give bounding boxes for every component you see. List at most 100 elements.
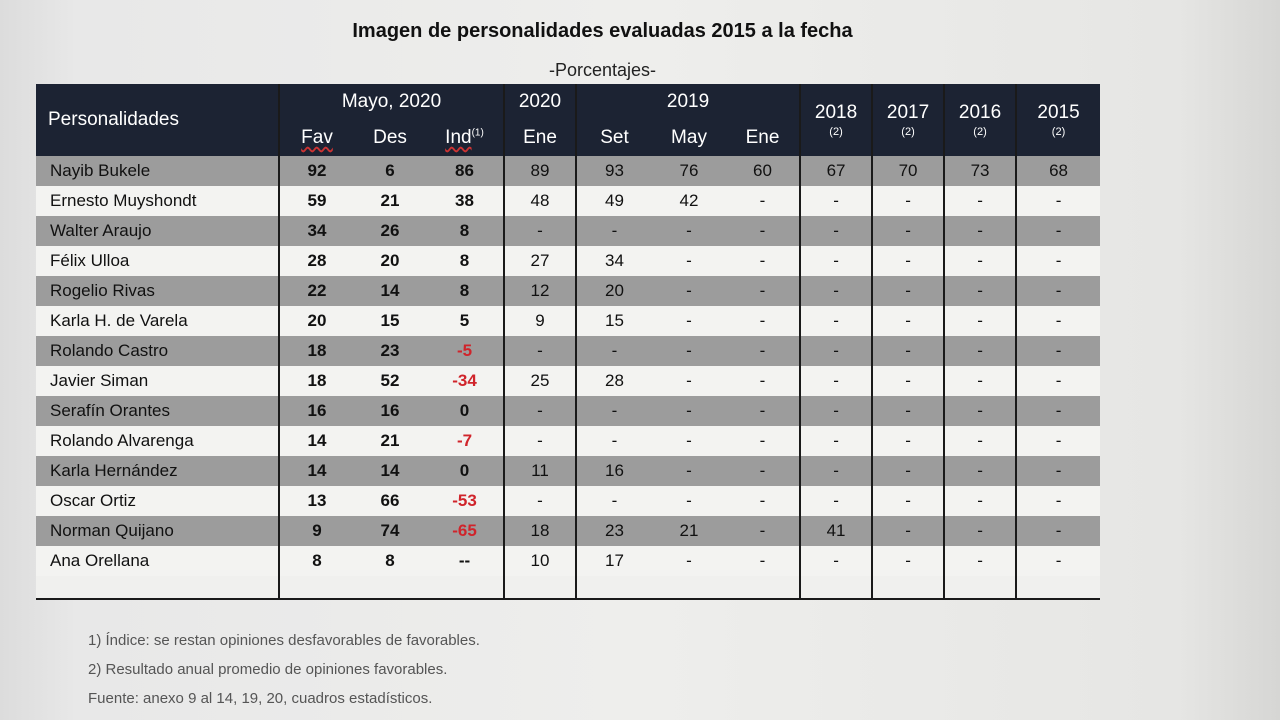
cell-ind: 0 (426, 456, 505, 486)
cell-name: Nayib Bukele (36, 156, 280, 186)
header-year-2015: 2015 (2) (1016, 84, 1101, 156)
header-year-2016: 2016 (2) (944, 84, 1018, 156)
cell-2017: - (872, 276, 946, 306)
header-ind-sup: (1) (471, 127, 484, 139)
cell-2018: - (800, 186, 874, 216)
cell-2016: - (944, 396, 1018, 426)
cell-set-2019: - (576, 426, 652, 456)
cell-ene-2020: - (504, 216, 577, 246)
cell-2016: - (944, 306, 1018, 336)
cell-2017: - (872, 456, 946, 486)
cell-des: 20 (354, 246, 426, 276)
cell-ene-2019: - (726, 396, 802, 426)
cell-empty (726, 576, 802, 600)
header-row-bottom: Fav Des Ind(1) Ene Set May Ene (36, 120, 1100, 156)
cell-name: Rolando Alvarenga (36, 426, 280, 456)
cell-ene-2020: 25 (504, 366, 577, 396)
cell-des: 14 (354, 276, 426, 306)
cell-fav: 92 (279, 156, 354, 186)
cell-ene-2019: - (726, 246, 802, 276)
cell-empty (504, 576, 577, 600)
cell-set-2019: 16 (576, 456, 652, 486)
cell-2015: - (1016, 216, 1101, 246)
cell-2015: - (1016, 336, 1101, 366)
cell-may-2019: - (652, 306, 726, 336)
cell-ene-2019: - (726, 426, 802, 456)
cell-name: Rolando Castro (36, 336, 280, 366)
footnote-source: Fuente: anexo 9 al 14, 19, 20, cuadros e… (88, 690, 433, 707)
cell-ind: 8 (426, 216, 505, 246)
cell-fav: 20 (279, 306, 354, 336)
cell-2015: - (1016, 186, 1101, 216)
cell-2016: 73 (944, 156, 1018, 186)
cell-2018: - (800, 366, 874, 396)
footnote-2: 2) Resultado anual promedio de opiniones… (88, 661, 448, 678)
cell-name: Rogelio Rivas (36, 276, 280, 306)
table-row: Nayib Bukele 92 6 86 89 93 76 60 67 70 73 68 (36, 156, 1101, 186)
header-set: Set (576, 120, 652, 156)
cell-ene-2019: 60 (726, 156, 802, 186)
table-row: Rolando Alvarenga 14 21 -7- - - - - - - - (36, 426, 1101, 456)
cell-fav: 22 (279, 276, 354, 306)
table-row: Norman Quijano 9 74 -65 18 23 21-41- - - (36, 516, 1101, 546)
cell-may-2019: - (652, 396, 726, 426)
cell-ene-2020: - (504, 426, 577, 456)
cell-fav: 28 (279, 246, 354, 276)
cell-ind: 38 (426, 186, 505, 216)
cell-ene-2020: 89 (504, 156, 577, 186)
cell-may-2019: - (652, 246, 726, 276)
cell-2018: - (800, 546, 874, 576)
cell-set-2019: - (576, 486, 652, 516)
cell-ene-2019: - (726, 366, 802, 396)
cell-2015: - (1016, 516, 1101, 546)
cell-2018: 41 (800, 516, 874, 546)
cell-set-2019: - (576, 396, 652, 426)
cell-empty (279, 576, 354, 600)
cell-fav: 34 (279, 216, 354, 246)
table-row: Karla Hernández 14 14 0 11 16- - - - - - (36, 456, 1101, 486)
cell-empty (354, 576, 426, 600)
cell-fav: 16 (279, 396, 354, 426)
header-year-2017: 2017 (2) (872, 84, 946, 156)
table-row: Walter Araujo 34 26 8- - - - - - - - (36, 216, 1101, 246)
cell-ind: -53 (426, 486, 505, 516)
cell-name: Oscar Ortiz (36, 486, 280, 516)
cell-set-2019: 17 (576, 546, 652, 576)
header-ind-label: Ind (445, 127, 472, 148)
cell-2018: - (800, 246, 874, 276)
cell-ene-2019: - (726, 456, 802, 486)
cell-2017: - (872, 336, 946, 366)
cell-2016: - (944, 546, 1018, 576)
cell-2017: - (872, 186, 946, 216)
cell-name: Félix Ulloa (36, 246, 280, 276)
header-ene-2020: Ene (504, 120, 577, 156)
cell-ind: -34 (426, 366, 505, 396)
header-year-2020: 2020 (504, 84, 577, 120)
cell-set-2019: 93 (576, 156, 652, 186)
cell-ene-2019: - (726, 276, 802, 306)
cell-may-2019: - (652, 456, 726, 486)
cell-name: Karla H. de Varela (36, 306, 280, 336)
cell-ene-2019: - (726, 546, 802, 576)
cell-may-2019: 21 (652, 516, 726, 546)
cell-2015: - (1016, 306, 1101, 336)
cell-2015: - (1016, 426, 1101, 456)
table-row: Rolando Castro 18 23 -5- - - - - - - - (36, 336, 1101, 366)
cell-fav: 9 (279, 516, 354, 546)
table-row: Rogelio Rivas 22 14 8 12 20- - - - - - (36, 276, 1101, 306)
cell-des: 8 (354, 546, 426, 576)
personalities-table: Personalidades Mayo, 2020 2020 2019 2018… (36, 84, 1101, 600)
cell-may-2019: - (652, 276, 726, 306)
cell-may-2019: - (652, 486, 726, 516)
cell-2017: - (872, 306, 946, 336)
cell-des: 26 (354, 216, 426, 246)
cell-2015: - (1016, 246, 1101, 276)
cell-des: 66 (354, 486, 426, 516)
cell-2015: - (1016, 366, 1101, 396)
cell-name: Karla Hernández (36, 456, 280, 486)
cell-fav: 59 (279, 186, 354, 216)
cell-2015: - (1016, 456, 1101, 486)
cell-des: 14 (354, 456, 426, 486)
cell-empty (426, 576, 505, 600)
